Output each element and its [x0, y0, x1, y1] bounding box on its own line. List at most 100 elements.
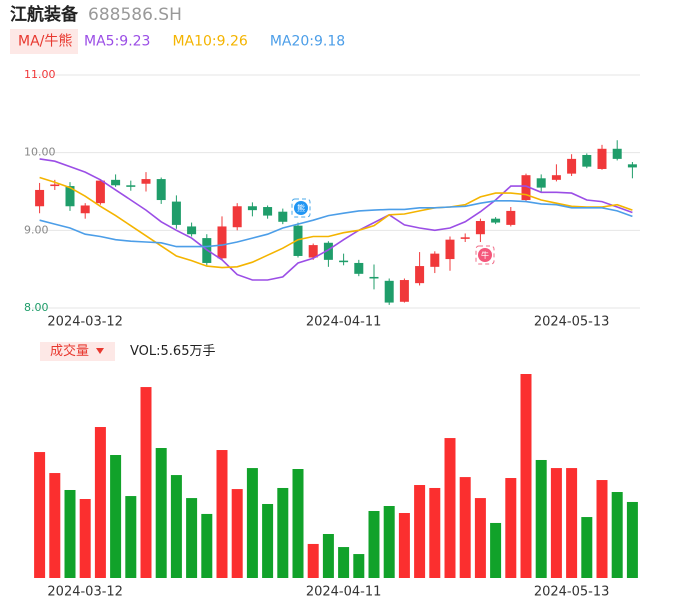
x-tick-label: 2024-05-13: [534, 585, 610, 600]
volume-bar: [277, 487, 289, 578]
bull-label: 牛: [481, 250, 489, 260]
candle-body: [384, 280, 394, 303]
y-tick-label: 9.00: [24, 223, 49, 236]
volume-bar: [383, 506, 395, 578]
ma-line: [39, 200, 633, 248]
candle-body: [612, 148, 622, 159]
candle-body: [491, 218, 501, 223]
candle-body: [278, 211, 288, 222]
volume-bar: [186, 498, 198, 578]
candle-body: [536, 178, 546, 188]
volume-bar: [626, 501, 638, 578]
volume-badge: [40, 342, 115, 361]
candle-body: [582, 154, 592, 167]
legend-entry: MA20:9.18: [270, 34, 345, 50]
volume-bar: [79, 499, 91, 578]
volume-bar: [262, 503, 274, 578]
volume-bar: [338, 547, 350, 578]
volume-bar: [596, 480, 608, 578]
candle-body: [80, 205, 90, 214]
volume-bar: [398, 513, 410, 578]
candle-body: [475, 221, 485, 235]
dropdown-arrow: [96, 348, 104, 354]
candle-body: [95, 180, 105, 204]
volume-bar: [566, 468, 578, 578]
volume-bar: [292, 469, 304, 578]
legend-entry: MA10:9.26: [172, 34, 247, 50]
y-tick-label: 10.00: [24, 146, 56, 159]
x-tick-label: 2024-04-11: [306, 315, 382, 330]
volume-bar: [49, 473, 61, 578]
candle-body: [445, 239, 455, 260]
candle-body: [567, 158, 577, 174]
candle-body: [597, 148, 607, 169]
candle-body: [141, 179, 151, 184]
x-tick-label: 2024-03-12: [47, 585, 123, 600]
candle-body: [399, 280, 409, 302]
candle-body: [65, 186, 75, 207]
ma-line: [39, 176, 633, 269]
volume-bar: [490, 522, 502, 578]
x-tick-label: 2024-04-11: [306, 585, 382, 600]
volume-subtitle: VOL:5.65万手: [130, 344, 215, 359]
ma-line: [39, 158, 633, 281]
volume-bar: [550, 468, 562, 578]
volume-bar: [368, 510, 380, 578]
volume-bar: [581, 517, 593, 578]
volume-bar: [64, 489, 76, 578]
candle-body: [111, 179, 121, 186]
candle-body: [415, 266, 425, 284]
candle-body: [217, 226, 227, 259]
volume-bar: [110, 455, 122, 578]
volume-bar: [444, 438, 456, 578]
chart-title: 江航装备: [10, 4, 79, 25]
candle-body: [430, 253, 440, 267]
candle-body: [308, 245, 318, 258]
volume-bar: [170, 475, 182, 578]
volume-bar: [520, 374, 532, 578]
volume-bar: [125, 496, 137, 578]
x-tick-label: 2024-03-12: [47, 315, 123, 330]
candle-body: [339, 260, 349, 263]
bull-marker: 牛: [475, 245, 495, 265]
volume-bar: [155, 448, 167, 578]
volume-bar: [353, 554, 365, 578]
candle-body: [551, 175, 561, 180]
volume-bar: [94, 427, 106, 578]
chart-subtitle: 688586.SH: [88, 5, 182, 25]
candle-body: [627, 164, 637, 168]
candle-body: [247, 206, 257, 211]
candle-body: [521, 175, 531, 201]
candle-body: [232, 206, 242, 228]
y-tick-label: 11.00: [24, 68, 56, 81]
candle-body: [50, 184, 60, 187]
volume-bar: [246, 468, 258, 578]
x-tick-label: 2024-05-13: [534, 315, 610, 330]
candle-body: [293, 225, 303, 256]
candle-body: [354, 262, 364, 274]
candle-body: [187, 226, 197, 235]
volume-bar: [459, 477, 471, 578]
volume-bar: [414, 485, 426, 578]
legend-entry: MA5:9.23: [84, 34, 150, 50]
y-tick-label: 8.00: [24, 301, 49, 314]
candle-body: [460, 237, 470, 239]
volume-bar: [34, 452, 46, 578]
bear-label: 熊: [297, 203, 305, 213]
bear-marker: 熊: [291, 198, 311, 218]
volume-title: 成交量: [50, 343, 89, 359]
candle-body: [171, 201, 181, 225]
volume-bar: [216, 450, 228, 578]
candle-body: [263, 207, 273, 216]
candle-body: [323, 242, 333, 260]
legend-badge: [10, 29, 78, 54]
volume-bar: [429, 487, 441, 578]
volume-bar: [307, 543, 319, 578]
volume-bar: [611, 492, 623, 578]
candle-body: [369, 276, 379, 279]
volume-bar: [201, 513, 213, 578]
candle-body: [156, 179, 166, 201]
volume-bar: [231, 489, 243, 578]
